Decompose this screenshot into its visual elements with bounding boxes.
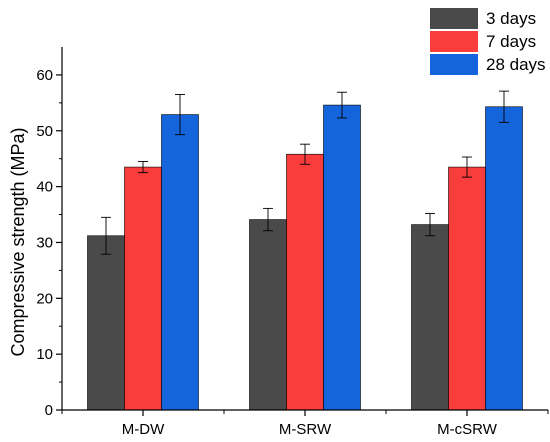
error-bar	[175, 94, 185, 136]
bar	[124, 166, 162, 411]
bar	[485, 106, 523, 411]
legend: 3 days 7 days 28 days	[430, 8, 546, 75]
legend-swatch	[430, 54, 478, 75]
y-tick-label: 40	[36, 179, 53, 196]
y-tick-label: 0	[45, 402, 53, 419]
legend-item: 28 days	[430, 54, 546, 75]
error-bar	[425, 212, 435, 237]
bar	[161, 114, 199, 411]
error-bar	[101, 216, 111, 255]
x-tick-label: M-DW	[122, 421, 165, 438]
bar	[286, 153, 324, 411]
error-bar	[337, 91, 347, 119]
x-axis: M-DW M-SRW M-cSRW	[61, 409, 549, 438]
y-tick-label: 20	[36, 290, 53, 307]
error-bar	[300, 143, 310, 165]
error-bar	[499, 90, 509, 123]
bar	[323, 104, 361, 411]
error-bar	[263, 207, 273, 232]
x-tick-label: M-SRW	[279, 421, 332, 438]
y-tick-label: 50	[36, 123, 53, 140]
bar	[87, 235, 125, 411]
plot-area	[87, 90, 523, 411]
y-tick-label: 10	[36, 346, 53, 363]
bar	[249, 219, 287, 411]
y-tick-label: 60	[36, 67, 53, 84]
y-axis: 0 10 20 30 40 50 60	[36, 47, 63, 419]
x-tick-label: M-cSRW	[437, 421, 498, 438]
bar	[448, 166, 486, 411]
bar	[411, 224, 449, 411]
legend-swatch	[430, 31, 478, 52]
y-tick-label: 30	[36, 234, 53, 251]
legend-item: 7 days	[430, 31, 536, 52]
error-bar	[138, 161, 148, 174]
legend-item: 3 days	[430, 8, 536, 29]
legend-label: 7 days	[486, 32, 536, 51]
error-bar	[462, 156, 472, 178]
legend-swatch	[430, 8, 478, 29]
legend-label: 28 days	[486, 55, 546, 74]
y-axis-title: Compressive strength (MPa)	[8, 127, 28, 356]
legend-label: 3 days	[486, 9, 536, 28]
